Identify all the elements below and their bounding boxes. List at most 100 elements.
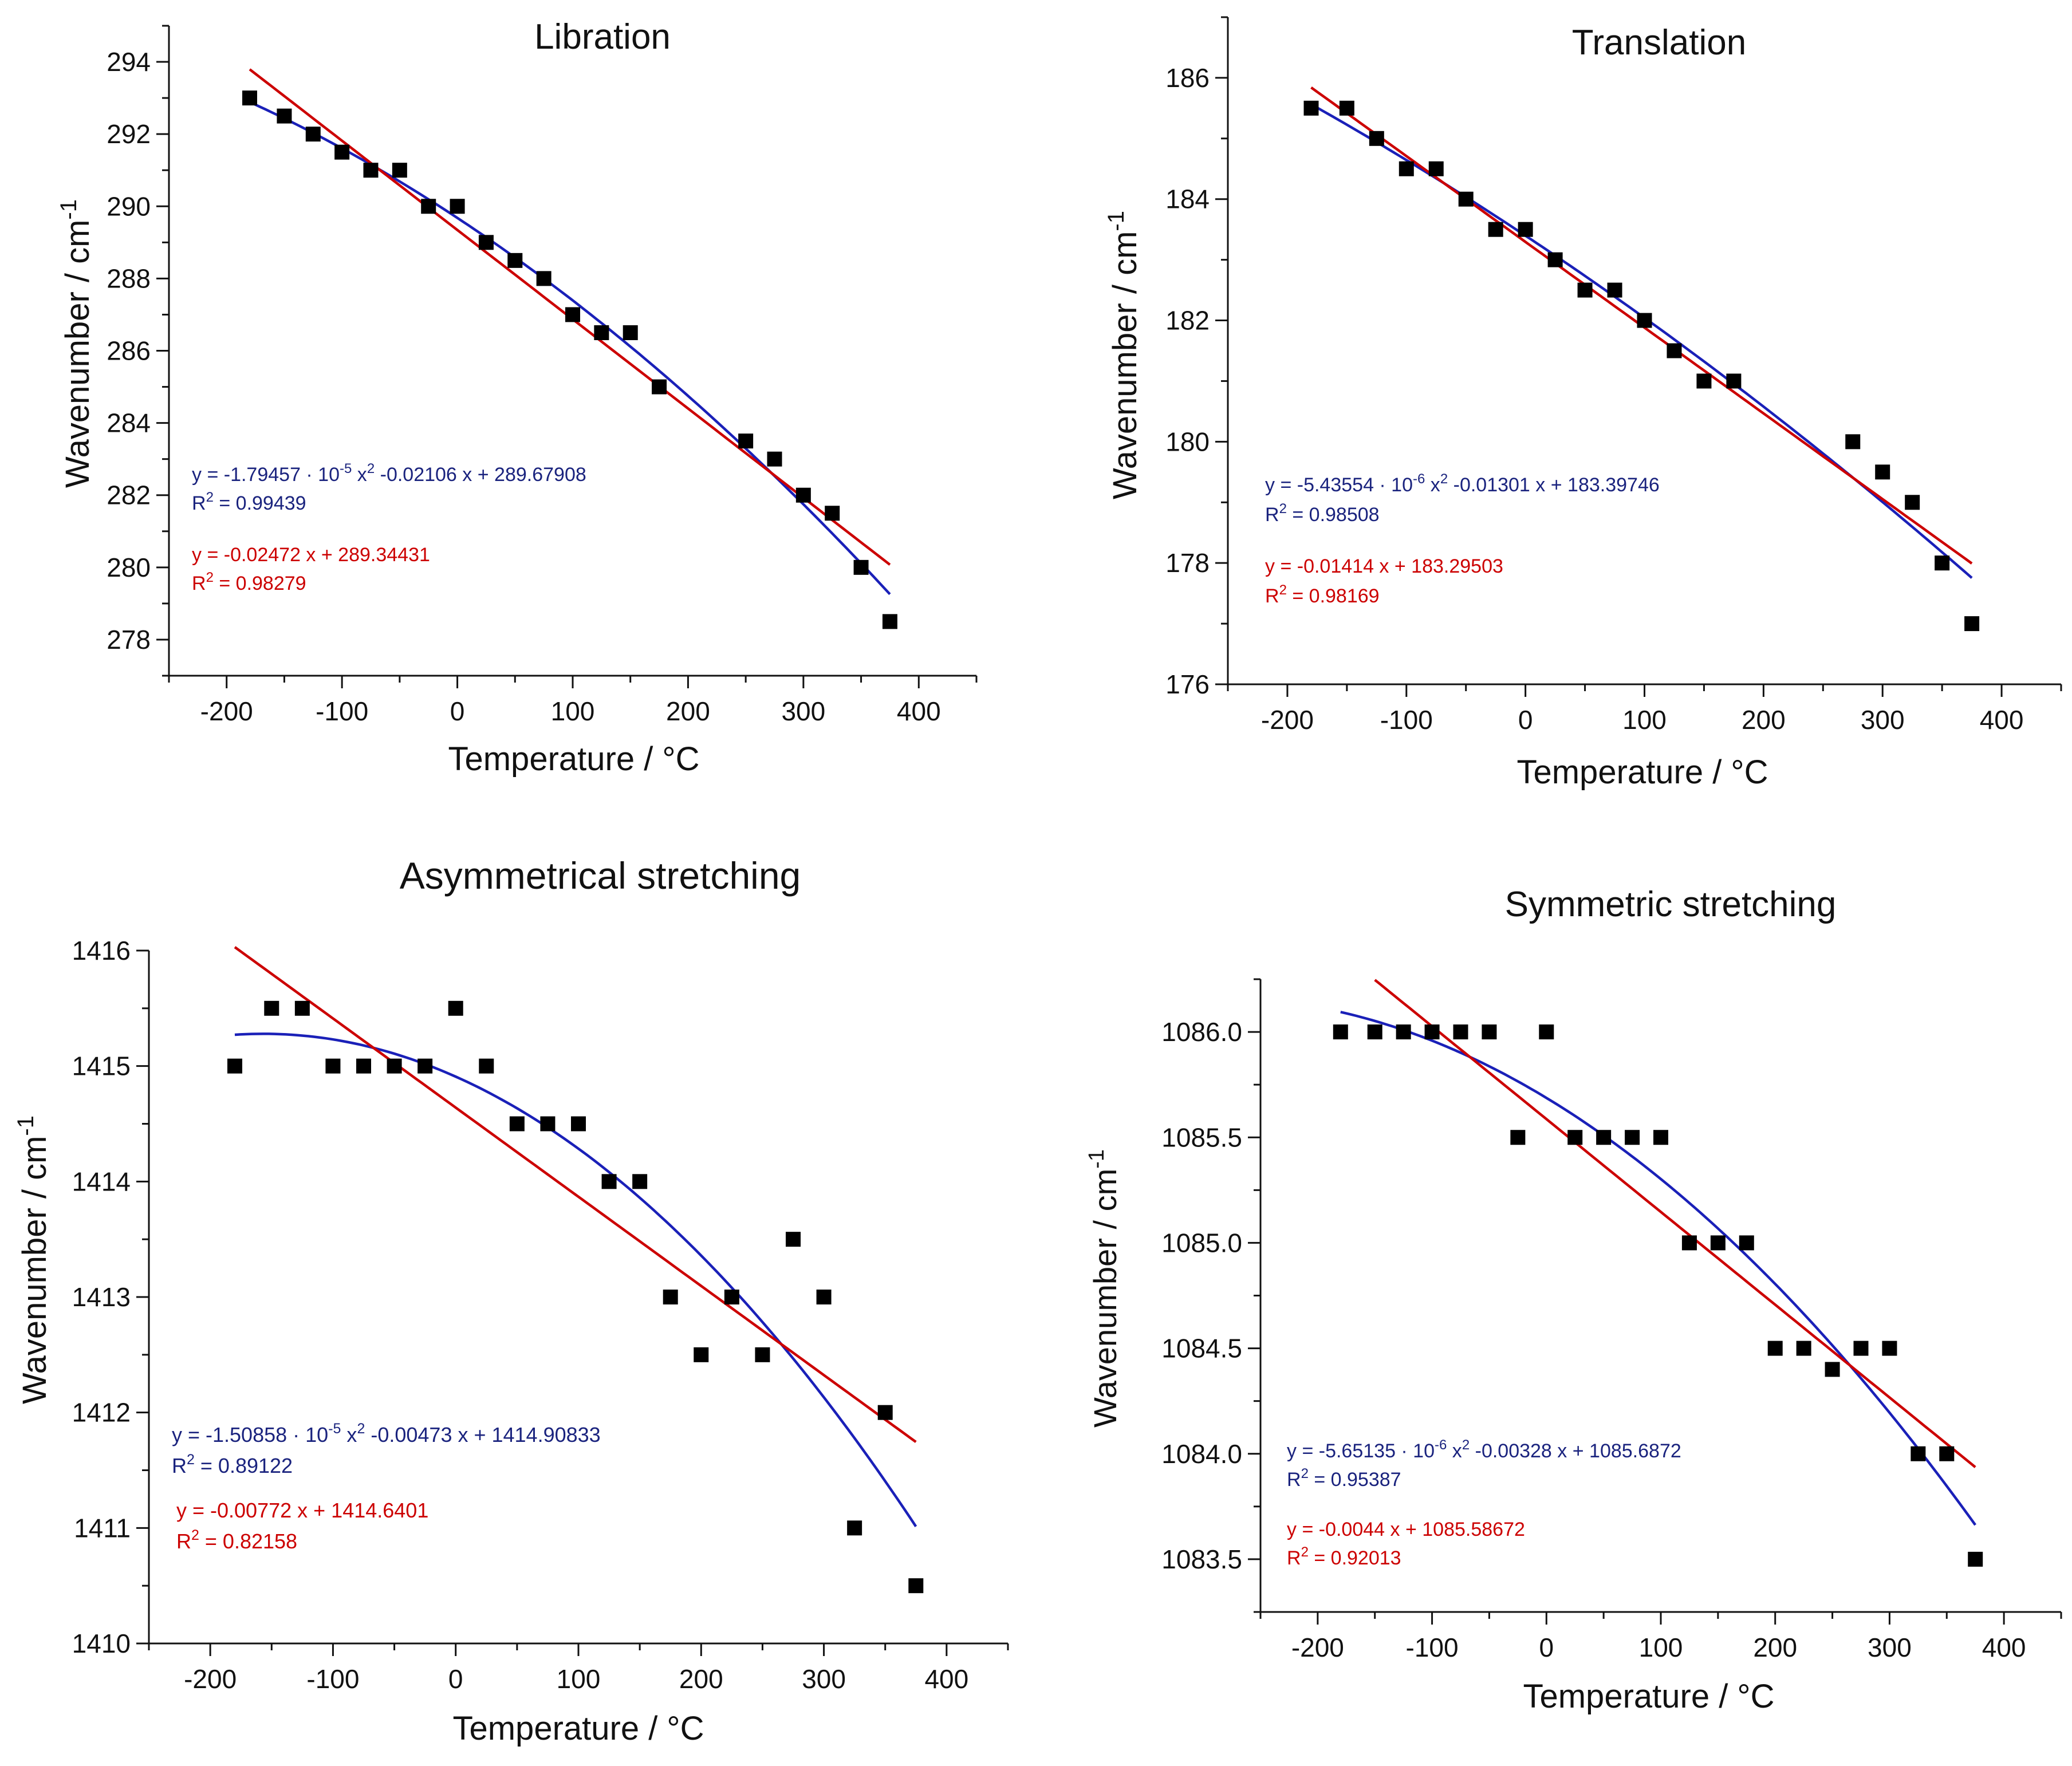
y-tick-label: 178 — [1165, 548, 1210, 578]
data-point — [1905, 495, 1920, 510]
data-point — [1424, 1024, 1440, 1040]
data-point — [1875, 464, 1890, 480]
x-tick-label: 200 — [679, 1664, 723, 1694]
data-point — [1825, 1362, 1840, 1377]
x-axis-label: Temperature / °C — [1516, 754, 1768, 791]
y-tick-label: 1410 — [72, 1629, 131, 1658]
data-point — [738, 433, 754, 449]
y-tick-label: 1086.0 — [1161, 1017, 1242, 1047]
data-point — [1488, 222, 1503, 237]
y-tick-label: 180 — [1165, 427, 1210, 456]
y-tick-label: 288 — [107, 263, 151, 293]
y-tick-label: 1414 — [72, 1166, 131, 1196]
y-tick-label: 282 — [107, 480, 151, 510]
x-tick-label: -200 — [184, 1664, 237, 1694]
data-point — [755, 1347, 770, 1362]
y-axis-label: Wavenumber / cm-1 — [1104, 211, 1144, 499]
data-point — [387, 1058, 402, 1074]
data-point — [1739, 1235, 1754, 1251]
y-tick-label: 1084.0 — [1161, 1439, 1242, 1469]
x-tick-label: 400 — [924, 1664, 968, 1694]
x-tick-label: 0 — [450, 696, 465, 726]
fit-r2-quadratic: R2 = 0.95387 — [1287, 1466, 1401, 1491]
fit-line-linear — [234, 946, 917, 1443]
fit-line-linear — [1374, 979, 1976, 1468]
data-point — [277, 108, 292, 124]
data-point — [694, 1347, 709, 1362]
x-axis-label: Temperature / °C — [452, 1710, 704, 1747]
chart-title: Asymmetrical stretching — [400, 854, 801, 897]
data-point — [1853, 1341, 1869, 1356]
data-point — [1968, 1551, 1983, 1567]
y-tick-label: 176 — [1165, 669, 1210, 699]
fit-r2-linear: R2 = 0.82158 — [176, 1527, 297, 1553]
data-point — [853, 559, 869, 575]
fit-equation-linear: y = -0.01414 x + 183.29503 — [1265, 555, 1503, 577]
data-point — [1882, 1341, 1897, 1356]
data-point — [1710, 1235, 1726, 1251]
x-tick-label: 200 — [666, 696, 710, 726]
data-point — [882, 614, 897, 629]
fit-equation-quadratic: y = -1.79457 · 10-5 x2 -0.02106 x + 289.… — [192, 461, 586, 486]
x-tick-label: 100 — [1639, 1633, 1683, 1662]
data-point — [1637, 313, 1652, 328]
y-axis-label: Wavenumber / cm-1 — [56, 199, 96, 488]
y-tick-label: 1085.5 — [1161, 1122, 1242, 1152]
x-tick-label: 100 — [1622, 705, 1667, 735]
y-tick-label: 184 — [1165, 184, 1210, 214]
data-point — [1607, 282, 1622, 298]
fit-equation-linear: y = -0.02472 x + 289.34431 — [192, 544, 430, 566]
data-point — [623, 325, 638, 340]
data-point — [663, 1290, 678, 1304]
y-tick-label: 286 — [107, 336, 151, 366]
fit-equation-quadratic: y = -1.50858 · 10-5 x2 -0.00473 x + 1414… — [172, 1421, 601, 1446]
data-point — [1911, 1446, 1926, 1461]
data-point — [507, 253, 523, 268]
data-point — [536, 271, 552, 286]
data-point — [908, 1578, 924, 1594]
data-point — [478, 235, 494, 250]
data-point — [325, 1058, 341, 1074]
data-point — [1577, 282, 1593, 298]
data-point — [1339, 100, 1354, 116]
x-axis-label: Temperature / °C — [448, 740, 699, 778]
data-point — [294, 1000, 310, 1016]
data-point — [450, 199, 465, 214]
data-point — [565, 307, 580, 322]
data-point — [594, 325, 609, 340]
x-tick-label: 400 — [1982, 1633, 2026, 1662]
chart-libration: Libration Wavenumber / cm-1 Temperature … — [56, 17, 978, 778]
data-point — [816, 1290, 832, 1304]
fit-r2-linear: R2 = 0.98169 — [1265, 582, 1380, 607]
fit-equation-quadratic: y = -5.43554 · 10-6 x2 -0.01301 x + 183.… — [1265, 471, 1660, 496]
y-tick-label: 280 — [107, 553, 151, 582]
chart-symmetric-stretching: Symmetric stretching Wavenumber / cm-1 T… — [1085, 885, 2062, 1715]
x-tick-label: 300 — [1861, 705, 1905, 735]
data-point — [847, 1520, 862, 1536]
data-point — [1939, 1446, 1955, 1461]
x-tick-label: -100 — [316, 696, 368, 726]
data-point — [795, 487, 811, 503]
data-point — [571, 1116, 586, 1132]
data-point — [1653, 1130, 1668, 1145]
data-point — [1510, 1130, 1526, 1145]
data-point — [421, 199, 436, 214]
y-tick-label: 186 — [1165, 63, 1210, 93]
x-tick-label: 100 — [551, 696, 595, 726]
y-tick-label: 1413 — [72, 1282, 131, 1312]
data-point — [1396, 1024, 1411, 1040]
data-point — [601, 1174, 617, 1189]
chart-asymmetrical-stretching: Asymmetrical stretching Wavenumber / cm-… — [13, 854, 1009, 1747]
y-axis-label: Wavenumber / cm-1 — [13, 1115, 53, 1404]
chart-title: Translation — [1572, 23, 1746, 62]
data-point — [417, 1058, 433, 1074]
y-tick-label: 182 — [1165, 306, 1210, 336]
x-tick-label: 400 — [1980, 705, 2024, 735]
fit-line-quadratic — [249, 101, 891, 596]
data-point — [1453, 1024, 1468, 1040]
data-point — [1596, 1130, 1612, 1145]
chart-translation: Translation Wavenumber / cm-1 Temperatur… — [1104, 16, 2062, 791]
fit-equation-linear: y = -0.00772 x + 1414.6401 — [176, 1499, 428, 1522]
y-tick-label: 1085.0 — [1161, 1228, 1242, 1258]
